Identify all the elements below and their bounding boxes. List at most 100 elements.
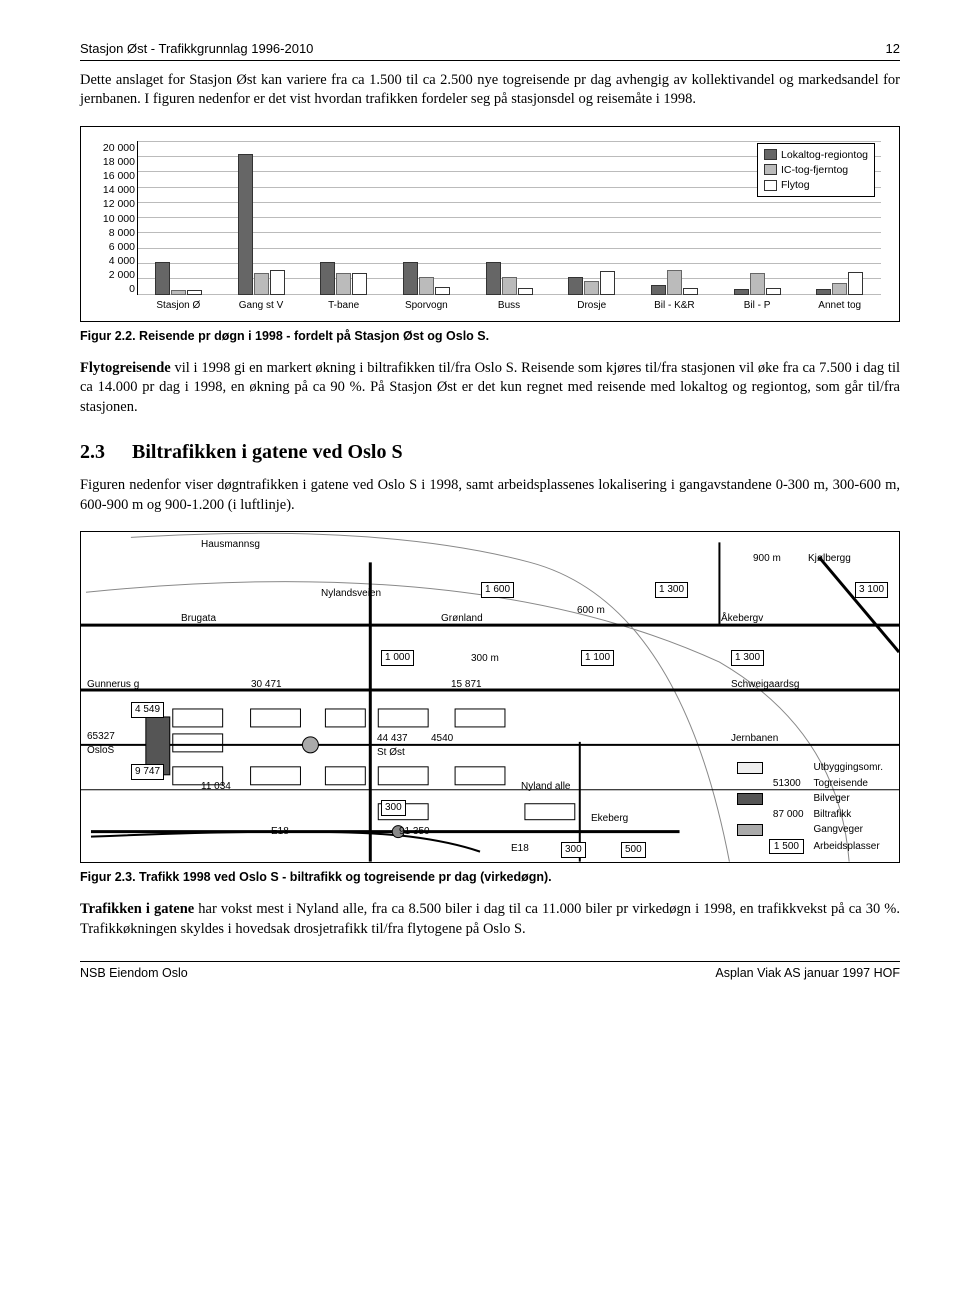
caption-figure-2-2: Figur 2.2. Reisende pr døgn i 1998 - for… xyxy=(80,328,900,345)
street-kjolbergg: Kjølbergg xyxy=(808,552,851,566)
section-heading-2-3: 2.3Biltrafikken i gatene ved Oslo S xyxy=(80,439,900,466)
box-500: 500 xyxy=(621,842,646,858)
street-gunnerus: Gunnerus g xyxy=(87,678,139,692)
bar-group xyxy=(550,141,633,295)
para-4-lead: Trafikken i gatene xyxy=(80,901,194,917)
bar xyxy=(651,285,666,295)
box-1100: 1 100 xyxy=(581,650,614,666)
xtick-label: Drosje xyxy=(550,299,633,313)
xtick-label: Bil - P xyxy=(716,299,799,313)
box-9747: 9 747 xyxy=(131,764,164,780)
ytick-label: 8 000 xyxy=(95,226,135,240)
bar xyxy=(403,262,418,295)
val-11034: 11 034 xyxy=(201,780,231,794)
para-4: Trafikken i gatene har vokst mest i Nyla… xyxy=(80,900,900,939)
street-ekeberg: Ekeberg xyxy=(591,812,628,826)
bar xyxy=(766,288,781,295)
map-figure-2-3: Hausmannsg 900 m Kjølbergg Nylandsveien … xyxy=(80,531,900,863)
legend-tog-t: Togreisende xyxy=(810,777,887,791)
xtick-label: Gang st V xyxy=(220,299,303,313)
val-91350: 91 350 xyxy=(399,825,430,839)
legend-swatch-ic xyxy=(764,164,777,175)
bar xyxy=(336,273,351,294)
street-schweigaardsg: Schweigaardsg xyxy=(731,678,799,692)
bar xyxy=(848,272,863,295)
para-1: Dette anslaget for Stasjon Øst kan varie… xyxy=(80,71,900,110)
bar xyxy=(155,262,170,295)
street-e18b: E18 xyxy=(511,842,529,856)
chart-xaxis: Stasjon ØGang st VT-baneSporvognBussDros… xyxy=(137,299,881,313)
legend-swatch-gangveger xyxy=(737,824,763,836)
ytick-label: 18 000 xyxy=(95,155,135,169)
bar xyxy=(683,288,698,295)
para-2-rest: vil i 1998 gi en markert økning i biltra… xyxy=(80,360,900,415)
street-oslos: OsloS xyxy=(87,744,114,758)
legend-gang: Gangveger xyxy=(810,823,887,837)
xtick-label: Stasjon Ø xyxy=(137,299,220,313)
box-1000: 1 000 xyxy=(381,650,414,666)
bar-group xyxy=(137,141,220,295)
ytick-label: 2 000 xyxy=(95,268,135,282)
val-30471: 30 471 xyxy=(251,678,282,692)
bar xyxy=(486,262,501,295)
page-header: Stasjon Øst - Trafikkgrunnlag 1996-2010 … xyxy=(80,40,900,61)
legend-utbygg: Utbyggingsomr. xyxy=(810,761,887,775)
bar xyxy=(667,270,682,295)
xtick-label: Bil - K&R xyxy=(633,299,716,313)
xtick-label: Sporvogn xyxy=(385,299,468,313)
bar xyxy=(187,290,202,294)
val-15871: 15 871 xyxy=(451,678,482,692)
para-2-lead: Flytogreisende xyxy=(80,360,171,376)
bar xyxy=(568,277,583,294)
header-left: Stasjon Øst - Trafikkgrunnlag 1996-2010 xyxy=(80,40,313,58)
legend-bilt-n: 87 000 xyxy=(769,808,808,822)
para-4-rest: har vokst mest i Nyland alle, fra ca 8.5… xyxy=(80,901,900,937)
bar-group xyxy=(220,141,303,295)
xtick-label: T-bane xyxy=(302,299,385,313)
street-hausmannsg: Hausmannsg xyxy=(201,538,260,552)
bar-group xyxy=(468,141,551,295)
ytick-label: 4 000 xyxy=(95,254,135,268)
bar xyxy=(816,289,831,295)
legend-lokaltog: Lokaltog-regiontog xyxy=(781,148,868,162)
street-akebergv: Åkebergv xyxy=(721,612,763,626)
legend-tog-n: 51300 xyxy=(769,777,808,791)
xtick-label: Buss xyxy=(468,299,551,313)
bar xyxy=(584,281,599,295)
legend-flytog: Flytog xyxy=(781,178,810,192)
bar xyxy=(832,283,847,294)
para-2: Flytogreisende vil i 1998 gi en markert … xyxy=(80,359,900,418)
bar xyxy=(352,273,367,294)
page-footer: NSB Eiendom Oslo Asplan Viak AS januar 1… xyxy=(80,961,900,982)
street-e18a: E18 xyxy=(271,825,289,839)
box-1300a: 1 300 xyxy=(655,582,688,598)
bar xyxy=(600,271,615,295)
box-300b: 300 xyxy=(561,842,586,858)
bar xyxy=(238,154,253,295)
ytick-label: 14 000 xyxy=(95,183,135,197)
ytick-label: 0 xyxy=(95,282,135,296)
section-number: 2.3 xyxy=(80,439,132,466)
street-gronland: Grønland xyxy=(441,612,483,626)
bar-group xyxy=(302,141,385,295)
bar xyxy=(502,277,517,294)
caption-figure-2-3: Figur 2.3. Trafikk 1998 ved Oslo S - bil… xyxy=(80,869,900,886)
legend-bilv: Bilveger xyxy=(810,792,887,806)
page-number: 12 xyxy=(886,40,900,58)
legend-ic: IC-tog-fjerntog xyxy=(781,163,848,177)
val-44437: 44 437 xyxy=(377,732,408,746)
ytick-label: 20 000 xyxy=(95,141,135,155)
box-4549: 4 549 xyxy=(131,702,164,718)
box-1600: 1 600 xyxy=(481,582,514,598)
chart-legend: Lokaltog-regiontog IC-tog-fjerntog Flyto… xyxy=(757,143,875,198)
box-3100: 3 100 xyxy=(855,582,888,598)
bar xyxy=(171,290,186,294)
street-stost: St Øst xyxy=(377,746,405,760)
bar-group xyxy=(385,141,468,295)
ytick-label: 10 000 xyxy=(95,212,135,226)
bar xyxy=(750,273,765,294)
val-65327: 65327 xyxy=(87,730,115,744)
street-brugata: Brugata xyxy=(181,612,216,626)
bar-group xyxy=(633,141,716,295)
bar xyxy=(435,287,450,295)
